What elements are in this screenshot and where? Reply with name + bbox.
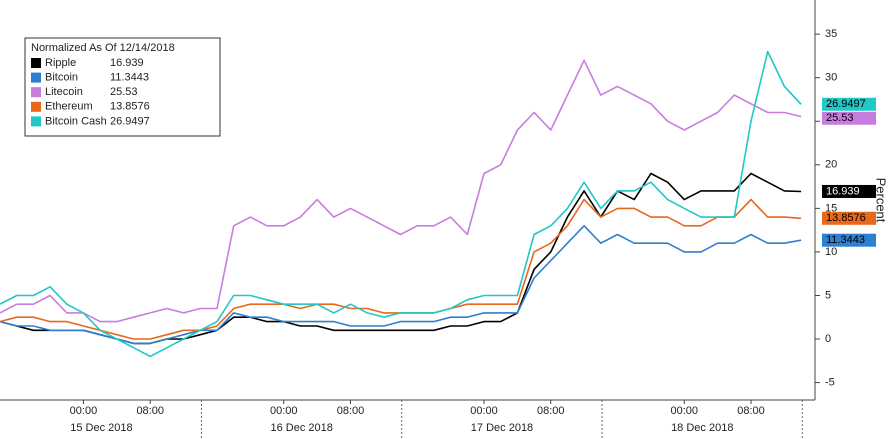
legend-label: Ethereum	[45, 101, 93, 113]
value-label: 16.939	[826, 185, 860, 197]
x-tick-label: 00:00	[671, 405, 699, 417]
legend-box	[24, 37, 221, 137]
value-label: 11.3443	[826, 234, 865, 246]
legend-value: 16.939	[110, 57, 144, 69]
value-tag	[822, 233, 876, 247]
legend-label: Litecoin	[45, 86, 83, 98]
y-tick-label: 0	[825, 333, 831, 345]
legend-label: Bitcoin Cash	[45, 115, 107, 127]
value-tag	[822, 111, 876, 125]
legend-swatch	[31, 58, 41, 68]
legend-swatch	[31, 72, 41, 83]
y-axis-label: Percent	[874, 178, 889, 223]
value-label: 26.9497	[826, 98, 866, 110]
legend-label: Bitcoin	[45, 72, 78, 84]
y-tick-label: 10	[825, 246, 837, 258]
legend-value: 11.3443	[110, 72, 149, 84]
line	[0, 59, 802, 323]
line	[0, 225, 802, 345]
y-tick-label: 5	[825, 289, 831, 301]
x-tick-label: 08:00	[737, 405, 765, 417]
legend-label: Ripple	[45, 57, 76, 69]
value-tag	[822, 211, 876, 225]
y-tick-label: 30	[825, 72, 837, 84]
y-tick-label: 20	[825, 159, 837, 171]
value-label: 25.53	[826, 112, 854, 124]
day-label: 18 Dec 2018	[671, 422, 733, 434]
legend-value: 13.8576	[110, 101, 150, 113]
y-tick-label: 35	[825, 28, 837, 40]
legend-swatch	[31, 87, 41, 98]
x-tick-label: 08:00	[537, 405, 565, 417]
value-tag	[822, 97, 876, 111]
legend-title: Normalized As Of 12/14/2018	[31, 42, 175, 54]
y-tick-label: -5	[825, 376, 835, 388]
x-tick-label: 00:00	[470, 405, 498, 417]
x-tick-label: 00:00	[70, 405, 98, 417]
day-label: 17 Dec 2018	[471, 422, 533, 434]
x-tick-label: 08:00	[136, 405, 164, 417]
legend-swatch	[31, 101, 41, 112]
line	[0, 50, 802, 358]
legend: Normalized As Of 12/14/2018 Ripple 16.939…	[24, 37, 221, 137]
legend-value: 25.53	[110, 86, 138, 98]
plot-area	[0, 50, 802, 358]
x-tick-label: 08:00	[337, 405, 365, 417]
x-tick-label: 00:00	[270, 405, 298, 417]
value-label: 13.8576	[826, 212, 866, 224]
day-label: 16 Dec 2018	[271, 422, 333, 434]
value-tag	[822, 184, 876, 198]
day-label: 15 Dec 2018	[70, 422, 132, 434]
y-tick-label: 15	[825, 202, 837, 214]
legend-swatch	[31, 116, 41, 127]
legend-value: 26.9497	[110, 115, 150, 127]
